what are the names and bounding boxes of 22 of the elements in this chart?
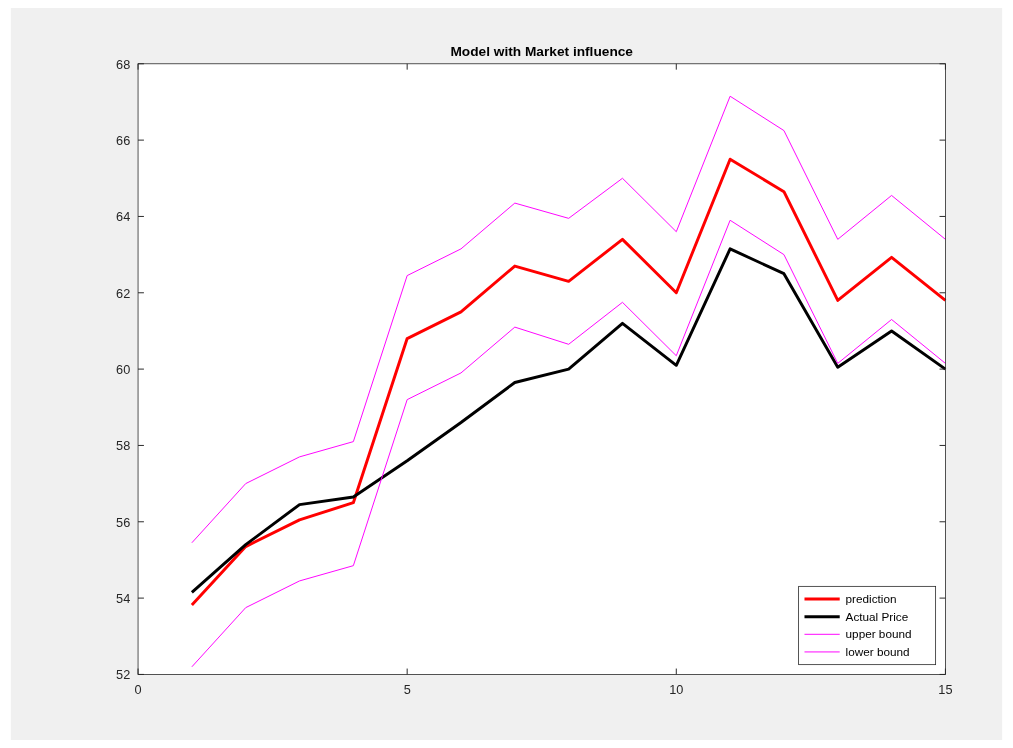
legend-label: Actual Price xyxy=(845,609,909,623)
y-tick-label: 60 xyxy=(116,362,131,377)
x-tick-label: 5 xyxy=(403,682,411,698)
y-tick-label: 64 xyxy=(116,209,131,225)
y-tick-label: 54 xyxy=(116,590,131,606)
y-tick-label: 56 xyxy=(116,514,131,530)
x-tick-label: 10 xyxy=(669,682,684,698)
line-series xyxy=(190,157,947,607)
legend-label: prediction xyxy=(845,591,897,605)
y-tick-label: 66 xyxy=(116,133,131,149)
y-tick-label: 52 xyxy=(116,667,131,683)
x-tick-label: 0 xyxy=(134,682,142,698)
y-tick-label: 58 xyxy=(116,438,131,454)
legend-label: lower bound xyxy=(845,644,910,658)
line-series xyxy=(191,219,946,668)
y-tick-label: 68 xyxy=(116,56,131,72)
chart-title: Model with Market influence xyxy=(450,43,634,59)
line-series xyxy=(191,95,946,544)
legend-label: upper bound xyxy=(845,627,912,641)
y-tick-label: 62 xyxy=(116,285,131,301)
x-tick-label: 15 xyxy=(938,682,953,698)
line-series xyxy=(190,247,947,594)
